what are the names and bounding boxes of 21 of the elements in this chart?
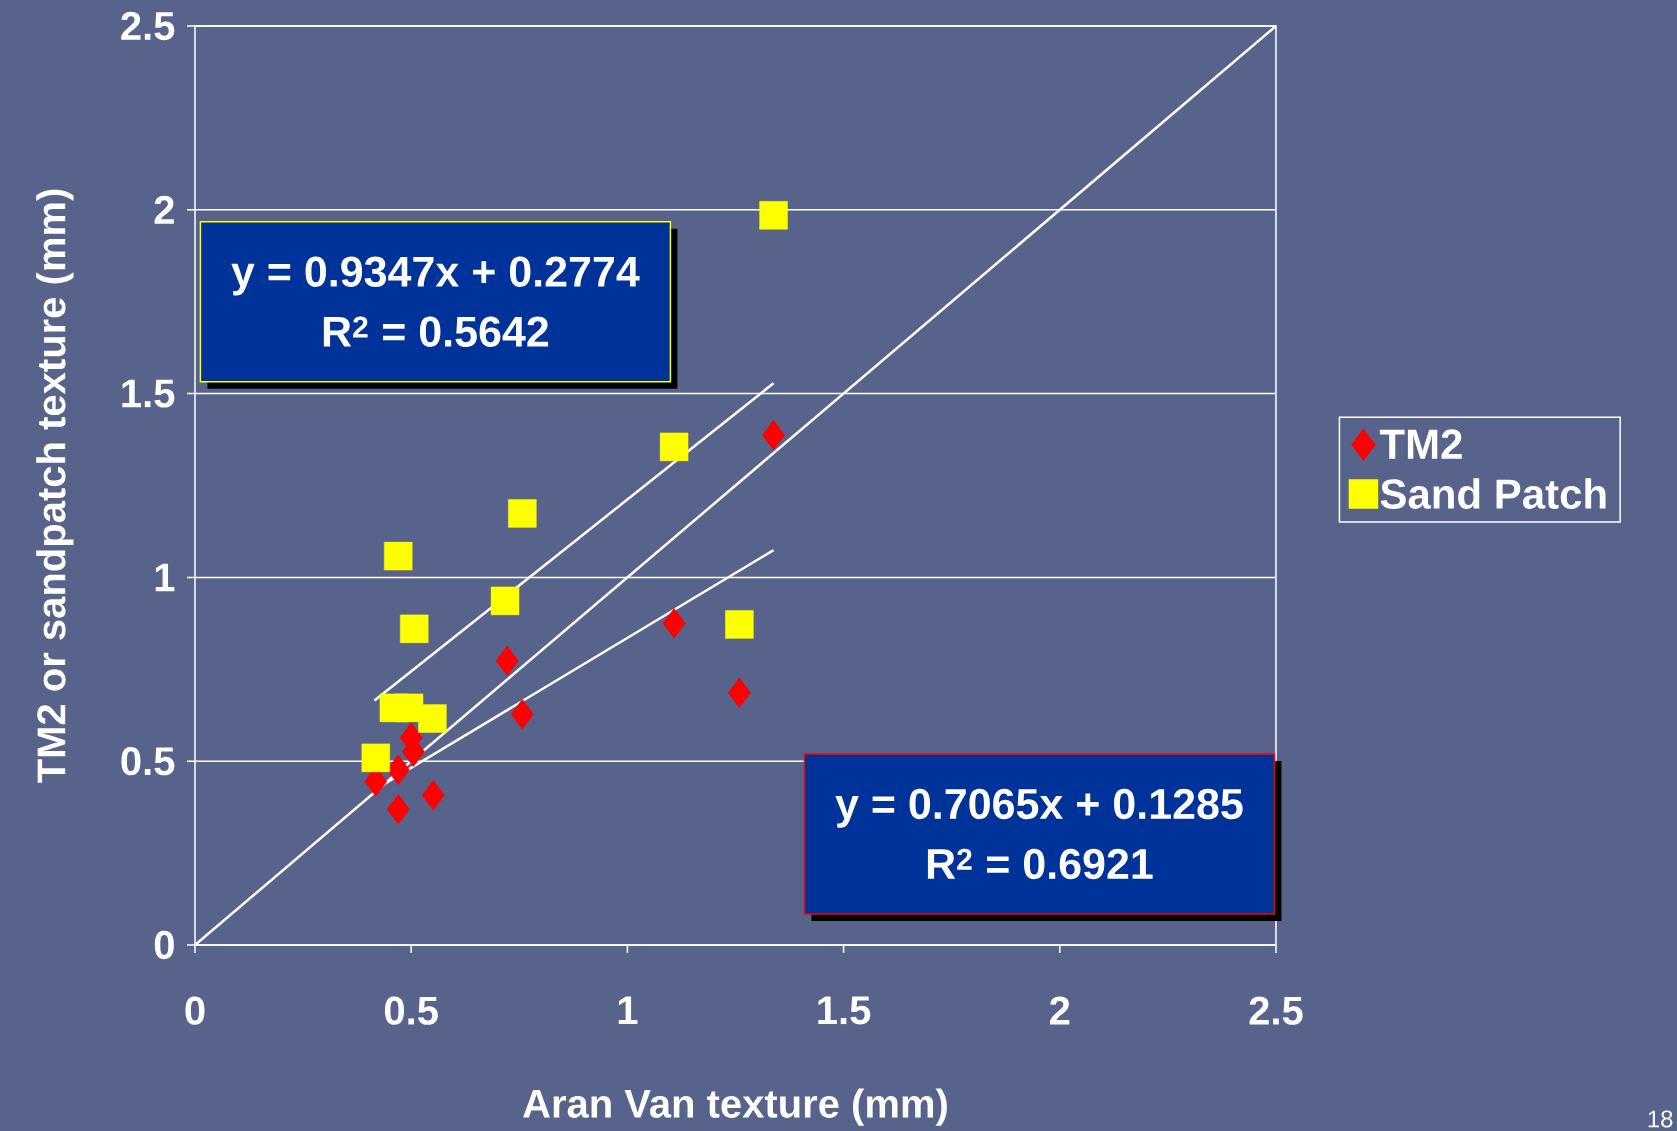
legend-label: Sand Patch — [1380, 478, 1606, 509]
x-axis-title: Aran Van texture (mm) — [523, 1088, 947, 1126]
y-tick-label: 0 — [154, 930, 174, 960]
annotation: R$^{2}$ = 0.6921 — [927, 848, 1153, 880]
annotation: y = 0.9347x + 0.2774 — [231, 256, 640, 296]
x-tick-label: 0.5 — [384, 996, 438, 1025]
legend-label: TM2 — [1379, 429, 1462, 459]
x-tick-label: 1.5 — [818, 996, 871, 1025]
y-tick-label: 2 — [154, 195, 174, 224]
y-axis-title: TM2 or sandpatch texture (mm) — [36, 189, 74, 783]
x-tick-label: 0 — [185, 996, 205, 1025]
text: 18 — [1648, 1110, 1673, 1128]
y-tick-label: 2.5 — [121, 11, 175, 41]
x-tick-label: 2 — [1050, 996, 1070, 1025]
y-tick-label: 1.5 — [122, 379, 175, 408]
y-tick-label: 1 — [155, 563, 175, 592]
x-tick-label: 2.5 — [1249, 996, 1303, 1025]
y-tick-label: 0.5 — [121, 747, 175, 776]
annotation: R$^{2}$ = 0.5642 — [323, 316, 549, 347]
annotation: y = 0.7065x + 0.1285 — [835, 788, 1243, 828]
x-tick-label: 1 — [618, 996, 638, 1025]
